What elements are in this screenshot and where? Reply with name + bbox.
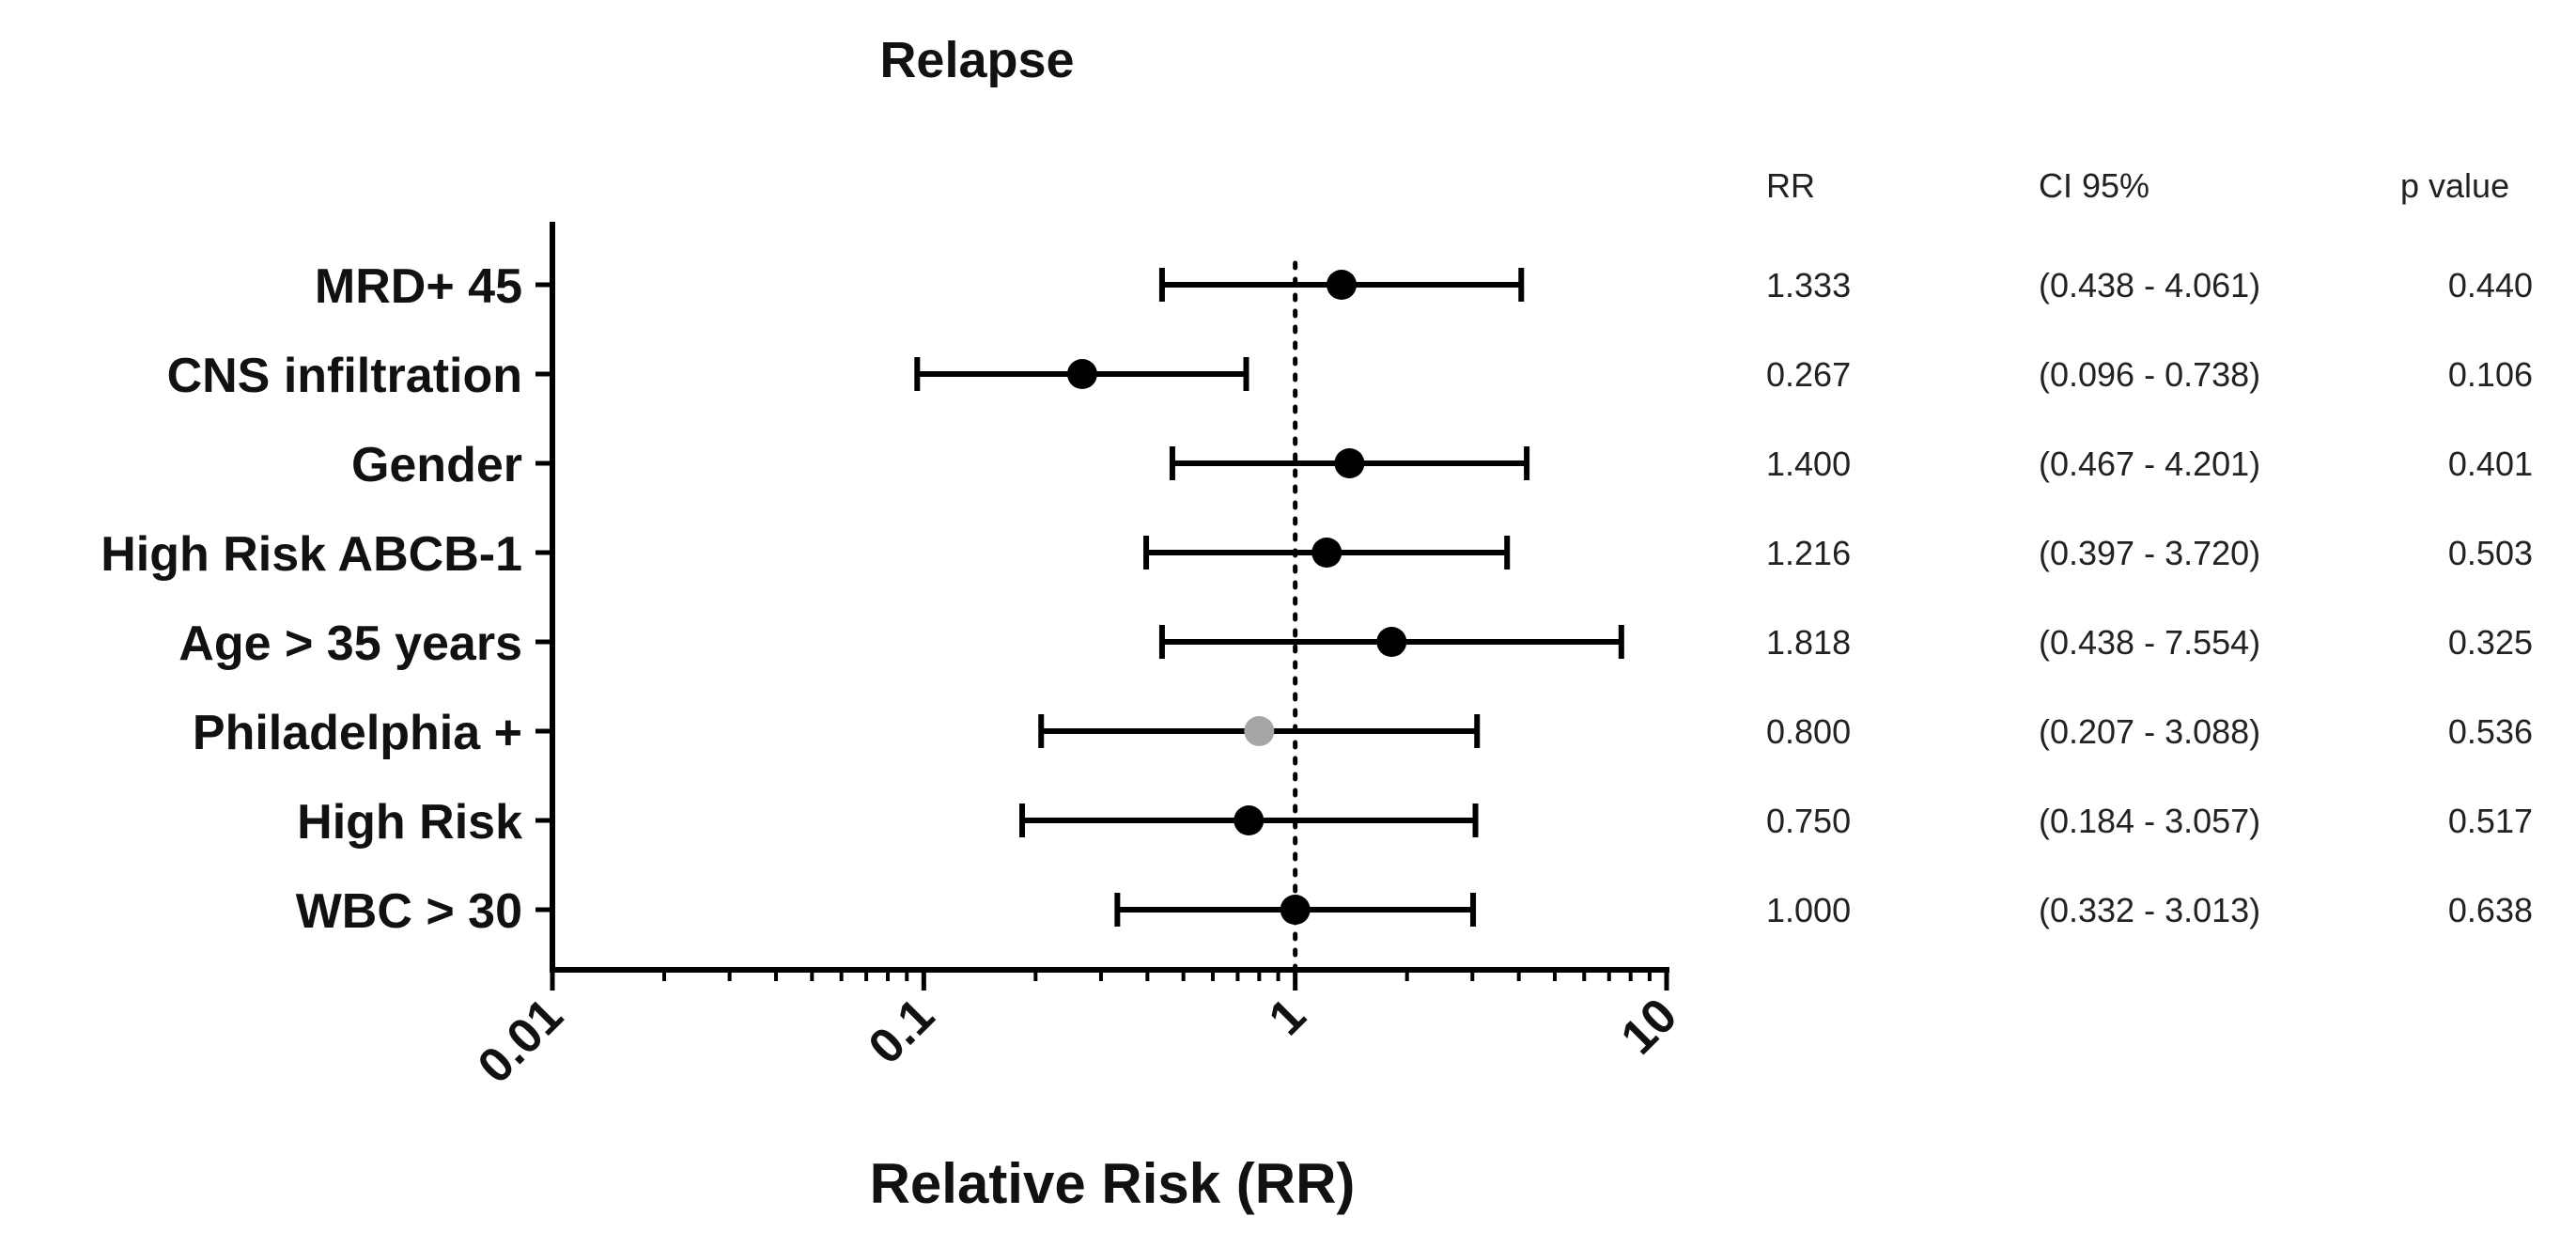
plot-layer: 0.01 0.1 1 10 MRD+ 45 1.333 (0.438 - 4.061) 0.4… <box>101 222 2533 1094</box>
p-value: 0.503 <box>2448 534 2533 572</box>
rr-point <box>1280 895 1311 925</box>
x-tick-label: 1 <box>1259 988 1316 1045</box>
rr-value: 1.333 <box>1766 266 1851 304</box>
row-label: MRD+ 45 <box>315 259 522 314</box>
rr-value: 1.818 <box>1766 623 1851 662</box>
rr-point <box>1334 448 1365 478</box>
table-header-ci: CI 95% <box>2039 166 2149 205</box>
ci-value: (0.438 - 4.061) <box>2039 266 2260 304</box>
chart-title: Relapse <box>879 32 1074 88</box>
rr-value: 1.000 <box>1766 891 1851 929</box>
p-value: 0.325 <box>2448 623 2533 662</box>
rr-point <box>1234 805 1265 835</box>
row-label: Age > 35 years <box>178 616 522 671</box>
rr-value: 1.216 <box>1766 534 1851 572</box>
x-tick-label: 0.01 <box>468 988 574 1094</box>
row-label: High Risk ABCB-1 <box>101 527 522 582</box>
x-tick-label: 0.1 <box>859 988 945 1074</box>
p-value: 0.401 <box>2448 445 2533 483</box>
x-tick-label: 10 <box>1611 988 1688 1065</box>
ci-value: (0.096 - 0.738) <box>2039 355 2260 394</box>
row-label: High Risk <box>297 795 522 850</box>
x-axis-label: Relative Risk (RR) <box>870 1152 1356 1215</box>
row-label: WBC > 30 <box>296 884 522 939</box>
p-value: 0.440 <box>2448 266 2533 304</box>
table-header-rr: RR <box>1766 166 1815 205</box>
rr-point <box>1244 716 1275 746</box>
p-value: 0.638 <box>2448 891 2533 929</box>
rr-value: 0.267 <box>1766 355 1851 394</box>
p-value: 0.106 <box>2448 355 2533 394</box>
ci-value: (0.184 - 3.057) <box>2039 802 2260 840</box>
rr-point <box>1066 359 1097 389</box>
table-header-p: p value <box>2400 166 2509 205</box>
row-label: CNS infiltration <box>167 349 522 403</box>
ci-value: (0.467 - 4.201) <box>2039 445 2260 483</box>
row-label: Gender <box>351 438 522 492</box>
rr-point <box>1376 627 1407 657</box>
p-value: 0.517 <box>2448 802 2533 840</box>
ci-value: (0.438 - 7.554) <box>2039 623 2260 662</box>
p-value: 0.536 <box>2448 712 2533 751</box>
rr-value: 0.750 <box>1766 802 1851 840</box>
rr-value: 0.800 <box>1766 712 1851 751</box>
rr-value: 1.400 <box>1766 445 1851 483</box>
rr-point <box>1327 270 1358 300</box>
ci-value: (0.397 - 3.720) <box>2039 534 2260 572</box>
ci-value: (0.207 - 3.088) <box>2039 712 2260 751</box>
ci-value: (0.332 - 3.013) <box>2039 891 2260 929</box>
rr-point <box>1311 538 1342 568</box>
row-label: Philadelphia + <box>193 706 522 760</box>
